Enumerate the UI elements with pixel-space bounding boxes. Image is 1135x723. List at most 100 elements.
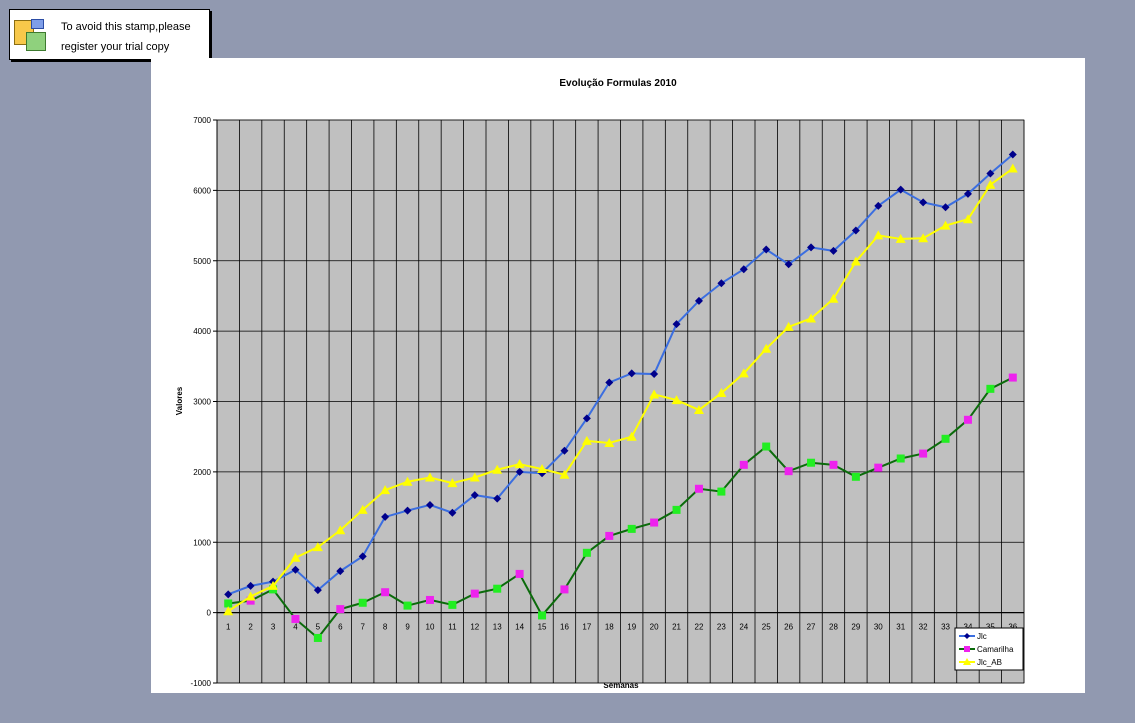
x-tick-label: 30 <box>874 623 883 632</box>
data-point-camarilha <box>448 600 457 609</box>
data-point-jlc-ab <box>985 179 996 189</box>
data-point-jlc <box>381 512 390 521</box>
data-point-jlc <box>313 586 322 595</box>
x-tick-label: 3 <box>271 623 276 632</box>
data-point-jlc-ab <box>380 485 391 495</box>
y-tick-label: 3000 <box>193 398 211 407</box>
data-point-camarilha <box>313 633 322 642</box>
x-tick-label: 29 <box>851 623 860 632</box>
legend-label: Jlc_AB <box>977 658 1002 667</box>
data-point-camarilha <box>224 599 233 608</box>
x-tick-label: 14 <box>515 623 524 632</box>
x-tick-label: 12 <box>470 623 479 632</box>
chart-panel: Evolução Formulas 2010 Semanas Valores -… <box>151 58 1085 693</box>
x-tick-label: 27 <box>807 623 816 632</box>
y-tick-label: 0 <box>207 609 212 618</box>
data-point-camarilha <box>986 384 995 393</box>
data-point-jlc <box>672 320 681 329</box>
stamp-text-line1: To avoid this stamp,please <box>61 21 191 33</box>
stamp-document-icon-front <box>26 32 46 51</box>
data-point-camarilha <box>784 467 793 476</box>
x-tick-label: 11 <box>448 623 457 632</box>
legend-swatch-marker <box>964 633 970 639</box>
line-chart: Evolução Formulas 2010 Semanas Valores -… <box>175 78 1025 690</box>
x-tick-label: 24 <box>739 623 748 632</box>
data-point-jlc <box>807 243 816 252</box>
series-line-jlc <box>227 153 1014 596</box>
x-tick-label: 34 <box>964 623 973 632</box>
data-point-jlc <box>694 296 703 305</box>
x-tick-label: 35 <box>986 623 995 632</box>
data-point-jlc-ab <box>716 388 727 398</box>
data-point-camarilha <box>829 460 838 469</box>
data-point-jlc <box>650 370 659 379</box>
data-point-camarilha <box>291 614 300 623</box>
data-point-jlc <box>403 506 412 515</box>
data-point-jlc <box>358 552 367 561</box>
data-point-jlc <box>493 494 502 503</box>
data-point-jlc <box>627 369 636 378</box>
data-point-camarilha <box>694 484 703 493</box>
data-point-jlc-ab <box>424 472 435 482</box>
data-point-jlc-ab <box>312 542 323 552</box>
data-point-jlc <box>784 260 793 269</box>
data-point-jlc-ab <box>828 293 839 303</box>
x-tick-label: 20 <box>650 623 659 632</box>
x-tick-label: 26 <box>784 623 793 632</box>
data-point-camarilha <box>403 601 412 610</box>
data-point-jlc <box>717 279 726 288</box>
x-tick-label: 36 <box>1008 623 1017 632</box>
legend-label: Jlc <box>977 632 987 641</box>
data-point-jlc-ab <box>514 459 525 469</box>
x-tick-label: 33 <box>941 623 950 632</box>
data-point-jlc-ab <box>671 395 682 405</box>
data-point-jlc <box>1008 150 1017 159</box>
data-point-jlc <box>560 446 569 455</box>
data-point-jlc <box>291 565 300 574</box>
data-point-jlc-ab <box>1007 163 1018 173</box>
x-tick-label: 31 <box>896 623 905 632</box>
x-tick-label: 17 <box>582 623 591 632</box>
data-point-jlc <box>246 581 255 590</box>
data-point-camarilha <box>627 524 636 533</box>
data-point-jlc-ab <box>873 230 884 240</box>
data-point-jlc-ab <box>581 435 592 445</box>
data-point-jlc <box>515 467 524 476</box>
x-tick-label: 1 <box>226 623 231 632</box>
data-point-jlc <box>986 169 995 178</box>
data-point-jlc <box>336 567 345 576</box>
legend-label: Camarilha <box>977 645 1014 654</box>
data-point-jlc-ab <box>268 580 279 590</box>
data-point-jlc <box>963 189 972 198</box>
data-point-camarilha <box>762 442 771 451</box>
data-point-jlc-ab <box>559 469 570 479</box>
x-tick-label: 16 <box>560 623 569 632</box>
data-point-jlc <box>762 245 771 254</box>
data-point-jlc-ab <box>649 389 660 399</box>
data-point-jlc-ab <box>962 214 973 224</box>
data-point-camarilha <box>650 518 659 527</box>
y-tick-label: 1000 <box>193 538 211 547</box>
data-point-camarilha <box>246 596 255 605</box>
stamp-text-line2: register your trial copy <box>61 41 170 53</box>
data-point-jlc-ab <box>895 233 906 243</box>
y-tick-label: 6000 <box>193 186 211 195</box>
legend-swatch-marker <box>963 658 971 665</box>
y-tick-label: 4000 <box>193 327 211 336</box>
data-point-camarilha <box>515 569 524 578</box>
data-point-jlc <box>739 265 748 274</box>
data-point-jlc-ab <box>357 504 368 514</box>
data-point-camarilha <box>605 531 614 540</box>
stamp-window-icon <box>31 19 44 29</box>
data-point-jlc-ab <box>850 256 861 266</box>
data-point-jlc-ab <box>492 464 503 474</box>
data-point-camarilha <box>851 472 860 481</box>
data-point-jlc-ab <box>626 431 637 441</box>
data-point-camarilha <box>358 598 367 607</box>
data-point-camarilha <box>941 434 950 443</box>
trial-stamp: To avoid this stamp,please register your… <box>9 9 210 60</box>
data-point-jlc <box>896 185 905 194</box>
data-point-jlc-ab <box>940 220 951 230</box>
data-point-jlc-ab <box>693 404 704 414</box>
x-tick-label: 21 <box>672 623 681 632</box>
